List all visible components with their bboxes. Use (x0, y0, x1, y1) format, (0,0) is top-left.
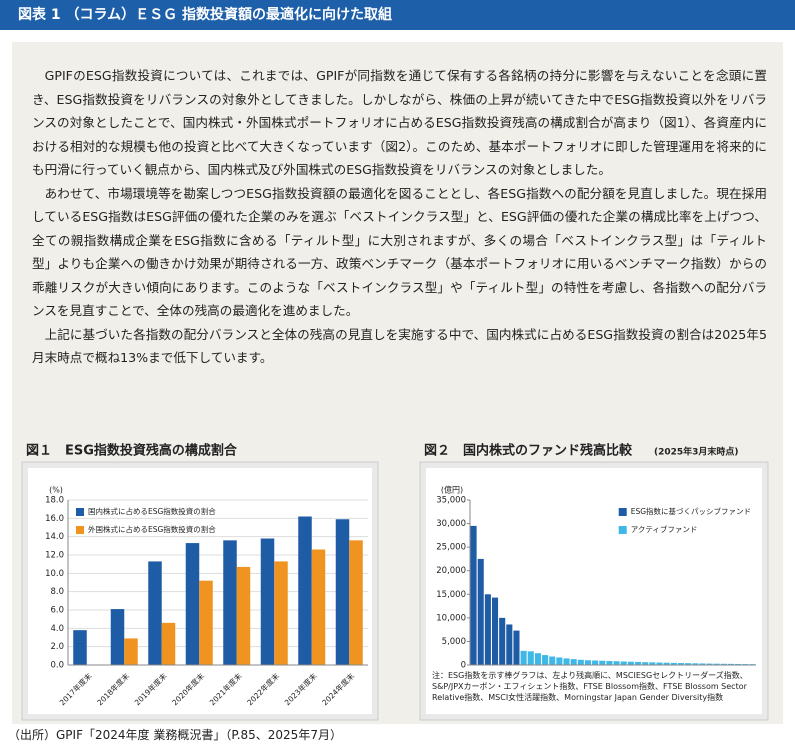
bar (499, 617, 506, 665)
bar (584, 660, 592, 665)
y-axis-label: (億円) (441, 485, 463, 495)
bar (620, 661, 627, 665)
y-tick-label: 10,000 (436, 613, 466, 623)
paragraph: GPIFのESG指数投資については、これまでは、GPIFが同指数を通じて保有する… (32, 68, 767, 177)
chart-note: 注：ESG指数を示す棒グラフは、左より残高順に、MSCIESGセレクトリーダーズ… (432, 671, 748, 702)
legend-swatch (76, 526, 84, 534)
bar (577, 659, 584, 665)
bar (670, 662, 677, 665)
y-tick-label: 10.0 (45, 569, 64, 579)
y-tick-label: 12.0 (45, 551, 64, 561)
y-tick-label: 30,000 (436, 519, 466, 529)
bar (349, 540, 363, 665)
bar (699, 663, 706, 665)
y-tick-label: 2.0 (50, 642, 64, 652)
bar (506, 624, 513, 665)
bar (556, 657, 563, 665)
bar (223, 540, 237, 665)
bar (692, 663, 699, 665)
bar (148, 561, 162, 665)
paragraph: あわせて、市場環境等を勘案しつつESG指数投資額の最適化を図ることとし、各ESG… (32, 185, 767, 319)
bar (236, 566, 251, 665)
bar (713, 663, 720, 665)
bar (484, 594, 491, 665)
y-tick-label: 16.0 (45, 514, 64, 524)
bar (311, 549, 326, 665)
bar (649, 662, 656, 665)
chart-title: 図２ 国内株式のファンド残高比較 (424, 443, 633, 459)
bar (542, 655, 549, 665)
legend-swatch (618, 508, 627, 516)
bar (124, 638, 138, 665)
y-tick-label: 4.0 (50, 624, 64, 634)
chart-title: 図１ ESG指数投資残高の構成割合 (26, 443, 238, 459)
bar (73, 630, 87, 665)
bar (513, 630, 520, 665)
bar (706, 663, 713, 665)
bar (634, 661, 642, 665)
legend-label: 国内株式に占めるESG指数投資の割合 (88, 506, 216, 516)
paragraphs: GPIFのESG指数投資については、これまでは、GPIFが同指数を通じて保有する… (32, 64, 767, 370)
bar (161, 622, 176, 665)
bar (260, 538, 275, 665)
paragraph: 上記に基づいた各指数の配分バランスと全体の残高の見直しを実施する中で、国内株式に… (32, 326, 767, 366)
bar (735, 663, 742, 665)
y-tick-label: 25,000 (436, 543, 466, 553)
bar (592, 660, 599, 665)
y-tick-label: 35,000 (436, 496, 466, 506)
bar (606, 660, 613, 665)
y-tick-label: 6.0 (50, 606, 64, 616)
source: （出所）GPIF「2024年度 業務概況書」（P.85、2025年7月） (8, 728, 342, 742)
bar (656, 662, 663, 665)
bar (477, 558, 484, 665)
bar (199, 580, 213, 665)
y-axis-label: (%) (49, 486, 63, 495)
bar (599, 660, 606, 665)
bar (685, 663, 692, 665)
bar (549, 656, 556, 665)
bar (563, 658, 570, 665)
bar (527, 651, 534, 665)
bar (534, 653, 541, 665)
chart-subtitle: (2025年3月末時点) (654, 446, 739, 458)
header-title: 図表 1 （コラム）ＥＳＧ 指数投資額の最適化に向けた取組 (0, 0, 795, 30)
y-tick-label: 14.0 (45, 532, 64, 542)
y-tick-label: 20,000 (436, 566, 466, 576)
bar (335, 519, 350, 665)
legend-swatch (618, 526, 627, 534)
bar (720, 663, 727, 665)
legend-swatch (76, 508, 84, 516)
bar (274, 561, 288, 665)
bar (727, 663, 735, 665)
bar (185, 543, 200, 665)
bar (520, 650, 527, 665)
bar (110, 609, 125, 665)
bar (570, 659, 577, 665)
legend-label: アクティブファンド (631, 524, 698, 534)
legend-label: ESG指数に基づくパッシブファンド (631, 506, 751, 516)
y-tick-label: 8.0 (50, 587, 64, 597)
bar (627, 661, 634, 665)
y-tick-label: 0.0 (50, 661, 64, 671)
y-tick-label: 5,000 (442, 637, 466, 647)
y-tick-label: 15,000 (436, 590, 466, 600)
legend-label: 外国株式に占めるESG指数投資の割合 (88, 524, 216, 534)
y-tick-label: 0 (461, 661, 466, 671)
bar (663, 662, 670, 665)
y-tick-label: 18.0 (45, 496, 64, 506)
bar (677, 663, 684, 665)
bar (642, 662, 649, 665)
bar (470, 525, 477, 665)
bar (298, 516, 312, 665)
bar (491, 597, 499, 665)
bar (613, 661, 620, 665)
